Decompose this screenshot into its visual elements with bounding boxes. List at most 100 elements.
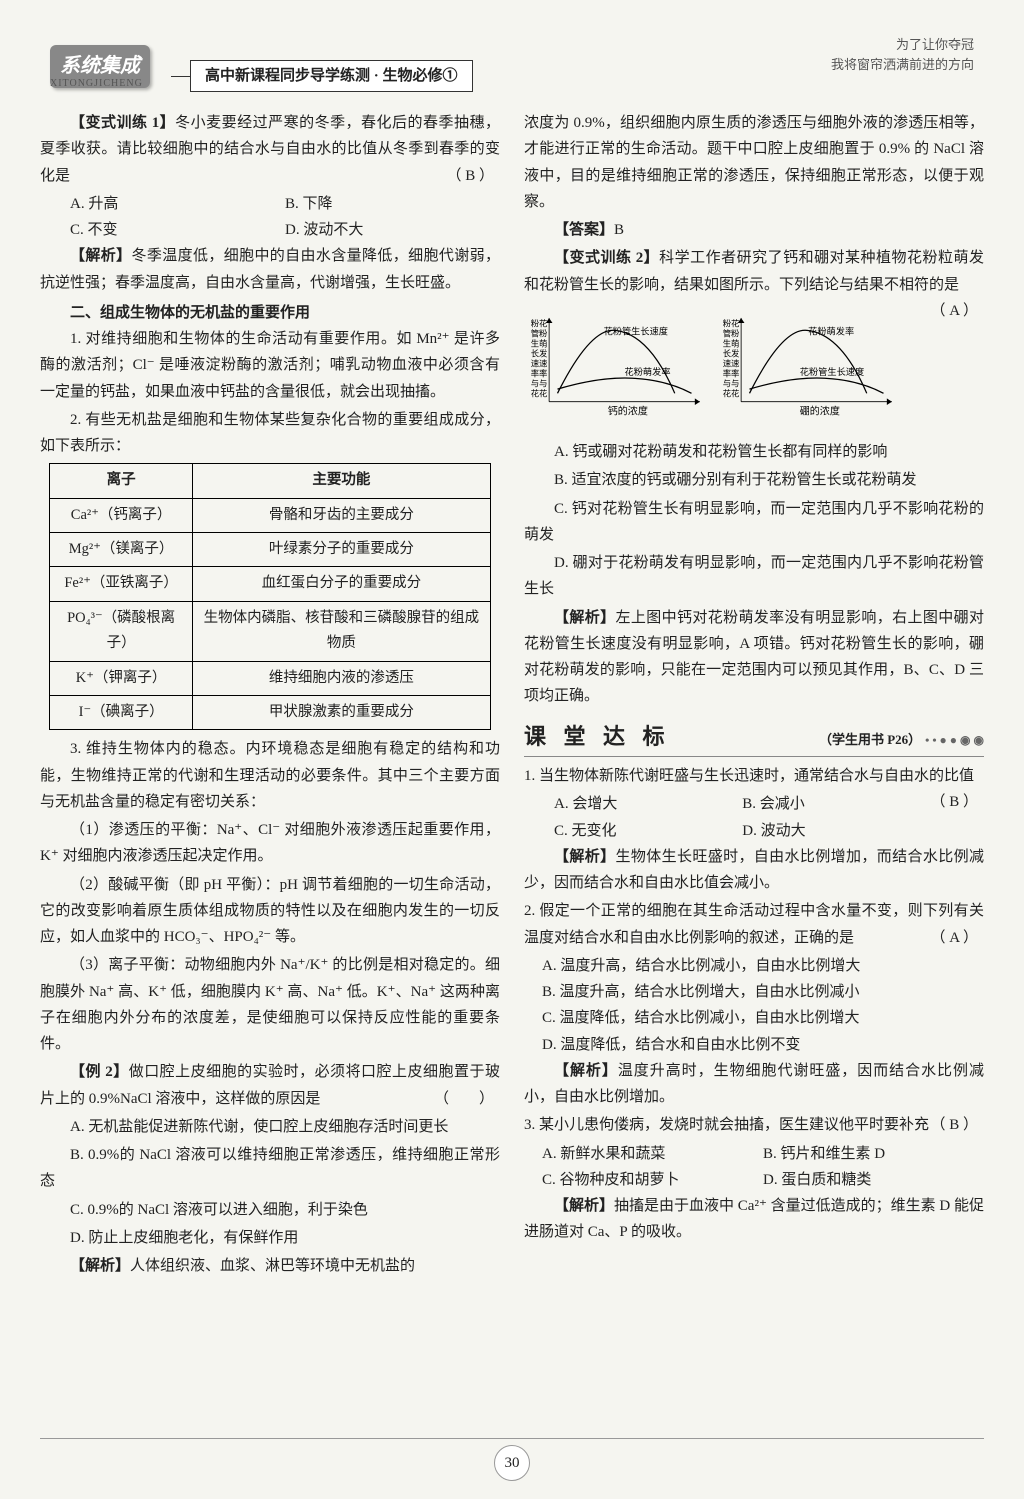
calcium-chart: 花粉管生长速度 花粉萌发率 粉花 管粉 生萌 长发 速速 率率 与与 花花 钙的… (524, 304, 708, 433)
point-1: 1. 对维持细胞和生物体的生命活动有重要作用。如 Mn²⁺ 是许多酶的激活剂；C… (40, 326, 500, 405)
analysis-label: 【解析】 (554, 1063, 618, 1079)
q2-answer: （ A ） (930, 925, 978, 951)
variant-1-question: 【变式训练 1】冬小麦要经过严寒的冬季，春化后的春季抽穗，夏季收获。请比较细胞中… (40, 110, 500, 189)
table-row: Ca²⁺（钙离子）骨骼和牙齿的主要成分 (50, 498, 491, 532)
opt-c: C. 不变 (70, 217, 285, 243)
opt-d: D. 蛋白质和糖类 (763, 1167, 984, 1193)
table-row: Fe²⁺（亚铁离子）血红蛋白分子的重要成分 (50, 567, 491, 601)
answer-value: B (614, 222, 624, 238)
ex2-opt-b: B. 0.9%的 NaCl 溶液可以维持细胞正常渗透压，维持细胞正常形态 (40, 1142, 500, 1195)
cell: 血红蛋白分子的重要成分 (193, 567, 491, 601)
boron-xlabel: 硼的浓度 (800, 404, 840, 417)
table-header-row: 离子 主要功能 (50, 464, 491, 498)
th-func: 主要功能 (193, 464, 491, 498)
header-motto: 为了让你夺冠 我将窗帘洒满前进的方向 (831, 35, 974, 74)
analysis-label: 【解析】 (554, 849, 615, 865)
opt-a: A. 新鲜水果和蔬菜 (542, 1141, 763, 1167)
example-2-answer: 【答案】B (524, 217, 984, 243)
content-columns: 【变式训练 1】冬小麦要经过严寒的冬季，春化后的春季抽穗，夏季收获。请比较细胞中… (40, 110, 984, 1281)
variant-1-answer: （ B ） (416, 163, 494, 189)
q2-options: A. 温度升高，结合水比例减小，自由水比例增大 B. 温度升高，结合水比例增大，… (524, 953, 984, 1058)
svg-text:速速: 速速 (723, 359, 740, 368)
svg-text:长发: 长发 (723, 348, 740, 358)
vx2-opt-a: A. 钙或硼对花粉萌发和花粉管生长都有同样的影响 (524, 439, 984, 465)
variant-1-options: A. 升高 B. 下降 C. 不变 D. 波动不大 (40, 191, 500, 244)
analysis-text: 人体组织液、血浆、淋巴等环境中无机盐的 (130, 1258, 415, 1274)
variant-1-analysis: 【解析】冬季温度低，细胞中的自由水含量降低，细胞代谢弱，抗逆性强；春季温度高，自… (40, 243, 500, 296)
svg-text:速速: 速速 (531, 359, 548, 368)
svg-text:管粉: 管粉 (723, 328, 740, 338)
cell: 骨骼和牙齿的主要成分 (193, 498, 491, 532)
ktdb-note: （学生用书 P26） (819, 729, 921, 752)
svg-text:生萌: 生萌 (723, 338, 740, 348)
analysis-label: 【解析】 (554, 1198, 614, 1214)
variant-2-question: 【变式训练 2】科学工作者研究了钙和硼对某种植物花粉粒萌发和花粉管生长的影响，结… (524, 245, 984, 298)
motto-line2: 我将窗帘洒满前进的方向 (831, 55, 974, 75)
footer-rule (40, 1438, 984, 1439)
cell: I⁻（碘离子） (50, 695, 193, 729)
example-2-label: 【例 2】 (70, 1064, 129, 1080)
point-3-1: （1）渗透压的平衡：Na⁺、Cl⁻ 对细胞外液渗透压起重要作用，K⁺ 对细胞内液… (40, 817, 500, 870)
svg-text:生萌: 生萌 (531, 338, 548, 348)
ktdb-title: 课 堂 达 标 (524, 718, 671, 757)
table-row: K⁺（钾离子）维持细胞内液的渗透压 (50, 661, 491, 695)
analysis-label: 【解析】 (70, 248, 131, 264)
table-row: Mg²⁺（镁离子）叶绿素分子的重要成分 (50, 533, 491, 567)
chart-label-germ: 花粉萌发率 (808, 325, 854, 336)
page-number: 30 (494, 1445, 530, 1481)
svg-text:与与: 与与 (531, 379, 548, 388)
ion-table: 离子 主要功能 Ca²⁺（钙离子）骨骼和牙齿的主要成分 Mg²⁺（镁离子）叶绿素… (49, 463, 491, 730)
cell: 叶绿素分子的重要成分 (193, 533, 491, 567)
svg-text:管粉: 管粉 (531, 328, 548, 338)
opt-b: B. 温度升高，结合水比例增大，自由水比例减小 (542, 979, 984, 1005)
left-column: 【变式训练 1】冬小麦要经过严寒的冬季，春化后的春季抽穗，夏季收获。请比较细胞中… (40, 110, 500, 1281)
opt-a: A. 会增大 (554, 791, 742, 817)
svg-text:粉花: 粉花 (723, 318, 740, 328)
analysis-label: 【解析】 (554, 610, 615, 626)
q2-stem: 2. 假定一个正常的细胞在其生命活动过程中含水量不变，则下列有关温度对结合水和自… (524, 898, 984, 951)
variant-2-analysis: 【解析】左上图中钙对花粉萌发率没有明显影响，右上图中硼对花粉管生长速度没有明显影… (524, 605, 984, 710)
calcium-xlabel: 钙的浓度 (608, 404, 648, 417)
analysis-label: 【解析】 (70, 1258, 130, 1274)
ex2-opt-c: C. 0.9%的 NaCl 溶液可以进入细胞，利于染色 (40, 1197, 500, 1223)
q1-analysis: 【解析】生物体生长旺盛时，自由水比例增加，而结合水比例减少，因而结合水和自由水比… (524, 844, 984, 897)
chart-row: 花粉管生长速度 花粉萌发率 粉花 管粉 生萌 长发 速速 率率 与与 花花 钙的… (524, 304, 900, 433)
variant-2-label: 【变式训练 2】 (554, 250, 659, 266)
opt-b: B. 下降 (285, 191, 500, 217)
variant-2-answer: （ A ） (900, 298, 978, 324)
q1-options: A. 会增大 B. 会减小 C. 无变化 D. 波动大 (524, 791, 930, 844)
page-header: 系统集成 XITONGJICHENG 高中新课程同步导学练测 · 生物必修① 为… (40, 30, 984, 100)
cell: 生物体内磷脂、核苷酸和三磷酸腺苷的组成物质 (193, 601, 491, 661)
ex2-opt-a: A. 无机盐能促进新陈代谢，使口腔上皮细胞存活时间更长 (40, 1114, 500, 1140)
boron-chart: 花粉萌发率 花粉管生长速度 粉花 管粉 生萌 长发 速速 率率 与与 花花 硼的… (716, 304, 900, 433)
example-2-question: 【例 2】做口腔上皮细胞的实验时，必须将口腔上皮细胞置于玻片上的 0.9%NaC… (40, 1059, 500, 1112)
cell: Mg²⁺（镁离子） (50, 533, 193, 567)
svg-text:花花: 花花 (531, 388, 548, 398)
q1-stem: 1. 当生物体新陈代谢旺盛与生长迅速时，通常结合水与自由水的比值（ B ） (524, 763, 984, 789)
q3-text: 3. 某小儿患佝偻病，发烧时就会抽搐，医生建议他平时要补充 (524, 1117, 929, 1133)
table-row: I⁻（碘离子）甲状腺激素的重要成分 (50, 695, 491, 729)
cell: K⁺（钾离子） (50, 661, 193, 695)
th-ion: 离子 (50, 464, 193, 498)
q1-text: 1. 当生物体新陈代谢旺盛与生长迅速时，通常结合水与自由水的比值 (524, 768, 974, 784)
motto-line1: 为了让你夺冠 (831, 35, 974, 55)
opt-a: A. 升高 (70, 191, 285, 217)
vx2-opt-b: B. 适宜浓度的钙或硼分别有利于花粉管生长或花粉萌发 (524, 467, 984, 493)
cell: Ca²⁺（钙离子） (50, 498, 193, 532)
book-title: 高中新课程同步导学练测 · 生物必修① (190, 60, 473, 92)
point-3: 3. 维持生物体内的稳态。内环境稳态是细胞有稳定的结构和功能，生物维持正常的代谢… (40, 736, 500, 815)
vx2-opt-c: C. 钙对花粉管生长有明显影响，而一定范围内几乎不影响花粉的萌发 (524, 496, 984, 549)
svg-text:粉花: 粉花 (531, 318, 548, 328)
right-column: 浓度为 0.9%，组织细胞内原生质的渗透压与细胞外液的渗透压相等，才能进行正常的… (524, 110, 984, 1281)
variant-1-label: 【变式训练 1】 (70, 115, 175, 131)
svg-text:率率: 率率 (723, 368, 740, 378)
cell: PO₄³⁻（磷酸根离子） (50, 601, 193, 661)
opt-c: C. 谷物种皮和胡萝卜 (542, 1167, 763, 1193)
section-2-title: 二、组成生物体的无机盐的重要作用 (40, 300, 500, 326)
opt-a: A. 温度升高，结合水比例减小，自由水比例增大 (542, 953, 984, 979)
ktdb-dots-icon: • • ● ● ◉ ◉ (925, 730, 984, 751)
opt-d: D. 波动大 (742, 818, 930, 844)
cell: 甲状腺激素的重要成分 (193, 695, 491, 729)
opt-c: C. 无变化 (554, 818, 742, 844)
ex2-opt-d: D. 防止上皮细胞老化，有保鲜作用 (40, 1225, 500, 1251)
